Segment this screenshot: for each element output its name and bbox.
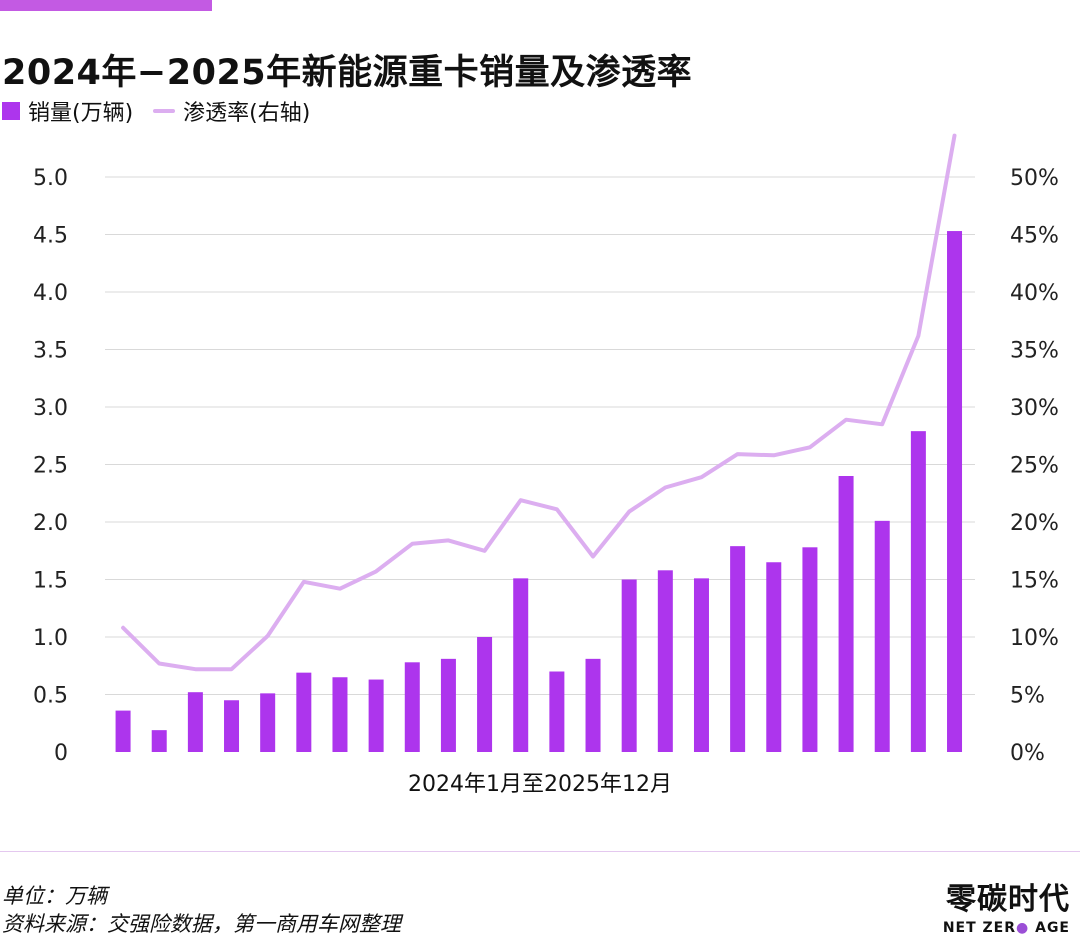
footer-separator — [0, 851, 1080, 852]
bar — [260, 693, 276, 752]
y-left-tick-label: 5.0 — [33, 166, 68, 191]
bar — [151, 730, 167, 752]
bar — [874, 520, 890, 752]
y-right-tick-label: 10% — [1010, 626, 1059, 651]
y-right-tick-label: 45% — [1010, 224, 1059, 249]
y-right-tick-label: 40% — [1010, 281, 1059, 306]
bar — [187, 692, 203, 752]
bar — [947, 231, 963, 753]
x-axis-label: 2024年1月至2025年12月 — [408, 772, 672, 797]
y-left-tick-label: 4.0 — [33, 281, 68, 306]
bar — [910, 431, 926, 752]
bar — [115, 710, 131, 752]
bar — [404, 662, 420, 752]
bar — [477, 637, 493, 752]
bar — [224, 700, 240, 752]
legend-line-swatch — [153, 109, 176, 113]
bar — [368, 679, 384, 752]
y-right-tick-label: 35% — [1010, 339, 1059, 364]
y-left-tick-label: 3.5 — [33, 339, 68, 364]
bar — [657, 570, 673, 752]
y-right-tick-label: 50% — [1010, 166, 1059, 191]
bar — [440, 658, 456, 752]
bar — [513, 578, 529, 752]
y-left-tick-label: 2.5 — [33, 454, 68, 479]
accent-bar — [0, 0, 212, 11]
logo-en-text: NET ZER● AGE — [943, 920, 1070, 936]
logo-cn-text: 零碳时代 — [946, 882, 1070, 917]
y-right-tick-label: 30% — [1010, 396, 1059, 421]
bar — [693, 578, 709, 752]
bar — [802, 547, 818, 752]
y-right-tick-label: 15% — [1010, 569, 1059, 594]
bar — [838, 476, 854, 752]
y-left-tick-label: 3.0 — [33, 396, 68, 421]
y-left-tick-label: 0.5 — [33, 684, 68, 709]
unit-note: 单位：万辆 — [2, 884, 107, 908]
legend: 销量(万辆) 渗透率(右轴) — [2, 96, 310, 126]
bar — [621, 579, 637, 752]
y-left-tick-label: 2.0 — [33, 511, 68, 536]
y-left-tick-label: 1.5 — [33, 569, 68, 594]
bar — [296, 672, 312, 752]
bar — [730, 546, 746, 752]
chart-title: 2024年−2025年新能源重卡销量及渗透率 — [2, 53, 693, 93]
brand-logo: 零碳时代 NET ZER● AGE — [943, 874, 1070, 936]
bar — [332, 677, 348, 752]
legend-bar-label: 销量(万辆) — [28, 101, 134, 126]
y-left-tick-label: 1.0 — [33, 626, 68, 651]
legend-bar-swatch — [2, 102, 20, 120]
logo-dot-icon: ● — [1016, 920, 1030, 936]
bar — [585, 658, 601, 752]
combo-chart: 0 0.5 1.0 1.5 2.0 2.5 3.0 3.5 4.0 4.5 5.0 0% 5% 10% 15… — [33, 133, 1059, 766]
y-right-tick-label: 20% — [1010, 511, 1059, 536]
y-left-tick-label: 0 — [54, 741, 68, 766]
y-right-tick-label: 25% — [1010, 454, 1059, 479]
logo-en-right: AGE — [1029, 920, 1070, 936]
legend-line-label: 渗透率(右轴) — [183, 101, 311, 126]
bar — [766, 562, 782, 752]
penetration-line — [121, 133, 957, 672]
y-right-tick-label: 0% — [1010, 741, 1045, 766]
y-right-tick-label: 5% — [1010, 684, 1045, 709]
source-note: 资料来源：交强险数据，第一商用车网整理 — [2, 912, 401, 936]
bar — [549, 671, 565, 752]
logo-en-left: NET ZER — [942, 920, 1017, 936]
y-left-tick-label: 4.5 — [33, 224, 68, 249]
